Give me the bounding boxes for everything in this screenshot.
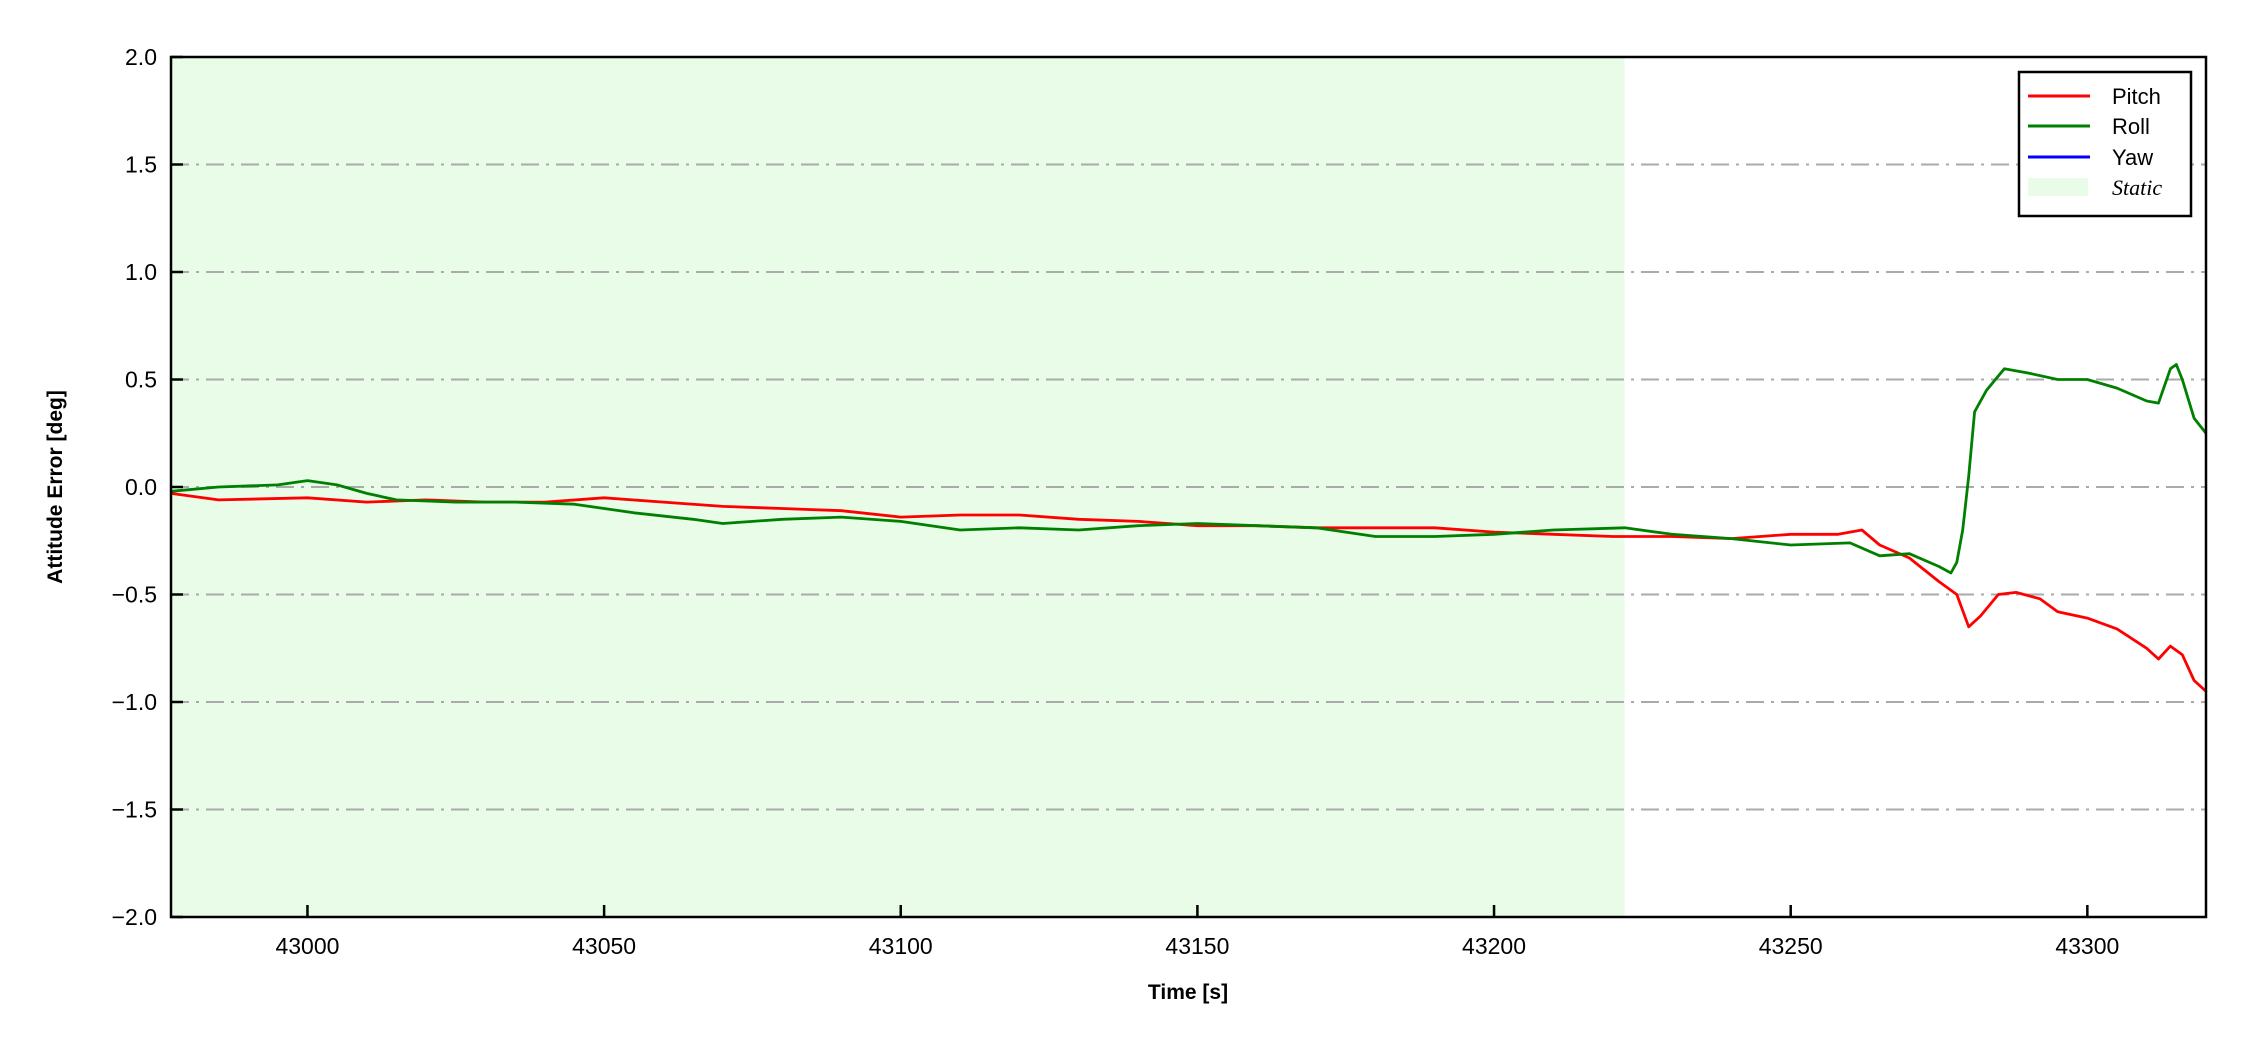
legend-static-swatch <box>2028 178 2088 196</box>
x-tick-label: 43150 <box>1165 933 1229 959</box>
legend-pitch-label: Pitch <box>2112 84 2161 109</box>
y-tick-label: 1.5 <box>125 152 157 178</box>
x-tick-label: 43000 <box>275 933 339 959</box>
y-axis-label: Attitude Error [deg] <box>44 390 67 584</box>
series-lines <box>170 363 2208 693</box>
legend-static-label: Static <box>2112 175 2162 200</box>
series-line-pitch <box>170 492 2207 693</box>
y-tick-label: 0.0 <box>125 474 157 500</box>
x-tick-label: 43300 <box>2055 933 2119 959</box>
grid <box>171 163 2206 811</box>
legend-yaw-label: Yaw <box>2112 145 2153 170</box>
x-tick-label: 43100 <box>869 933 933 959</box>
y-tick-label: −1.0 <box>112 689 157 715</box>
y-tick-label: 1.0 <box>125 259 157 285</box>
y-tick-label: −1.5 <box>112 797 157 823</box>
x-tick-label: 43200 <box>1462 933 1526 959</box>
series-line-roll <box>170 363 2208 575</box>
x-tick-label: 43050 <box>572 933 636 959</box>
y-tick-label: 2.0 <box>125 44 157 70</box>
y-tick-label: −0.5 <box>112 582 157 608</box>
legend: Pitch Roll Yaw Static <box>2017 70 2193 218</box>
legend-roll-label: Roll <box>2112 114 2150 139</box>
ticks: −2.0 −1.5 −1.0 −0.5 0.0 0.5 1.0 1.5 2.0 43000 4305… <box>112 44 2120 959</box>
y-tick-label: 0.5 <box>125 367 157 393</box>
x-axis-label: Time [s] <box>1148 981 1228 1004</box>
x-tick-label: 43250 <box>1759 933 1823 959</box>
y-tick-label: −2.0 <box>112 904 157 930</box>
